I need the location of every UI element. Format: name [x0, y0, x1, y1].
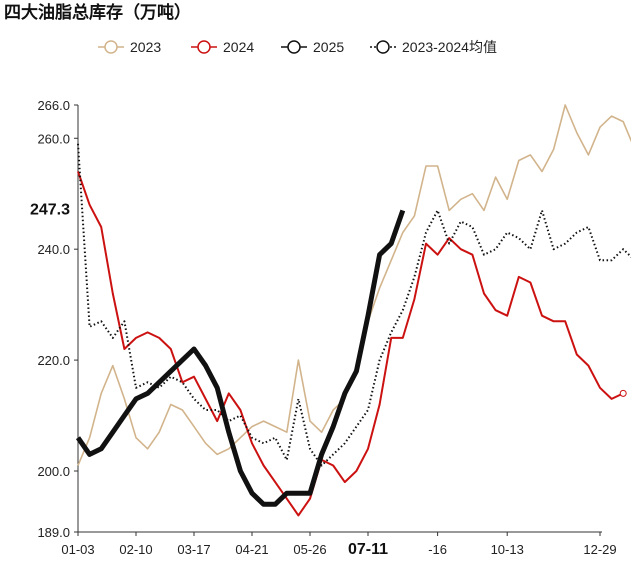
x-tick-label: 03-17 — [177, 542, 210, 557]
x-tick-label: -16 — [428, 542, 447, 557]
y-tick-label: 189.0 — [37, 525, 70, 540]
x-tick-label: 05-26 — [293, 542, 326, 557]
y-tick-label: 260.0 — [37, 131, 70, 146]
series-line-2 — [75, 209, 406, 507]
x-tick-label: 07-11 — [348, 541, 388, 558]
legend-label: 2024 — [223, 39, 254, 55]
series-end-marker — [619, 389, 627, 397]
legend-label: 2023-2024均值 — [402, 39, 497, 55]
series-line-1 — [77, 171, 624, 517]
axes — [77, 105, 602, 533]
legend-marker — [287, 40, 301, 54]
series-line-0 — [77, 104, 631, 466]
y-tick-label: 220.0 — [37, 353, 70, 368]
x-tick-label: 04-21 — [235, 542, 268, 557]
y-ticks: 189.0 200.0 220.0 240.0 260.0 266.0 — [37, 98, 78, 540]
legend-label: 2025 — [313, 39, 344, 55]
y-tick-label: 240.0 — [37, 242, 70, 257]
x-tick-label: 12-29 — [583, 542, 616, 557]
legend: 2023 2024 2025 2023-2024均值 — [98, 39, 497, 55]
chart-title: 四大油脂总库存（万吨） — [4, 2, 191, 23]
x-tick-label: 10-13 — [491, 542, 524, 557]
series-group — [75, 104, 631, 517]
series-line-3 — [77, 143, 631, 467]
y-tick-label: 266.0 — [37, 98, 70, 113]
x-tick-label: 02-10 — [119, 542, 152, 557]
x-ticks: 01-03 02-10 03-17 04-21 05-26 07-11 -16 10-13 12… — [61, 532, 617, 558]
legend-marker — [197, 40, 211, 54]
legend-marker — [376, 40, 390, 54]
x-tick-label: 01-03 — [61, 542, 94, 557]
legend-marker — [104, 40, 118, 54]
legend-label: 2023 — [130, 39, 161, 55]
highlight-value-label: 247.3 — [30, 202, 70, 219]
y-tick-label: 200.0 — [37, 464, 70, 479]
